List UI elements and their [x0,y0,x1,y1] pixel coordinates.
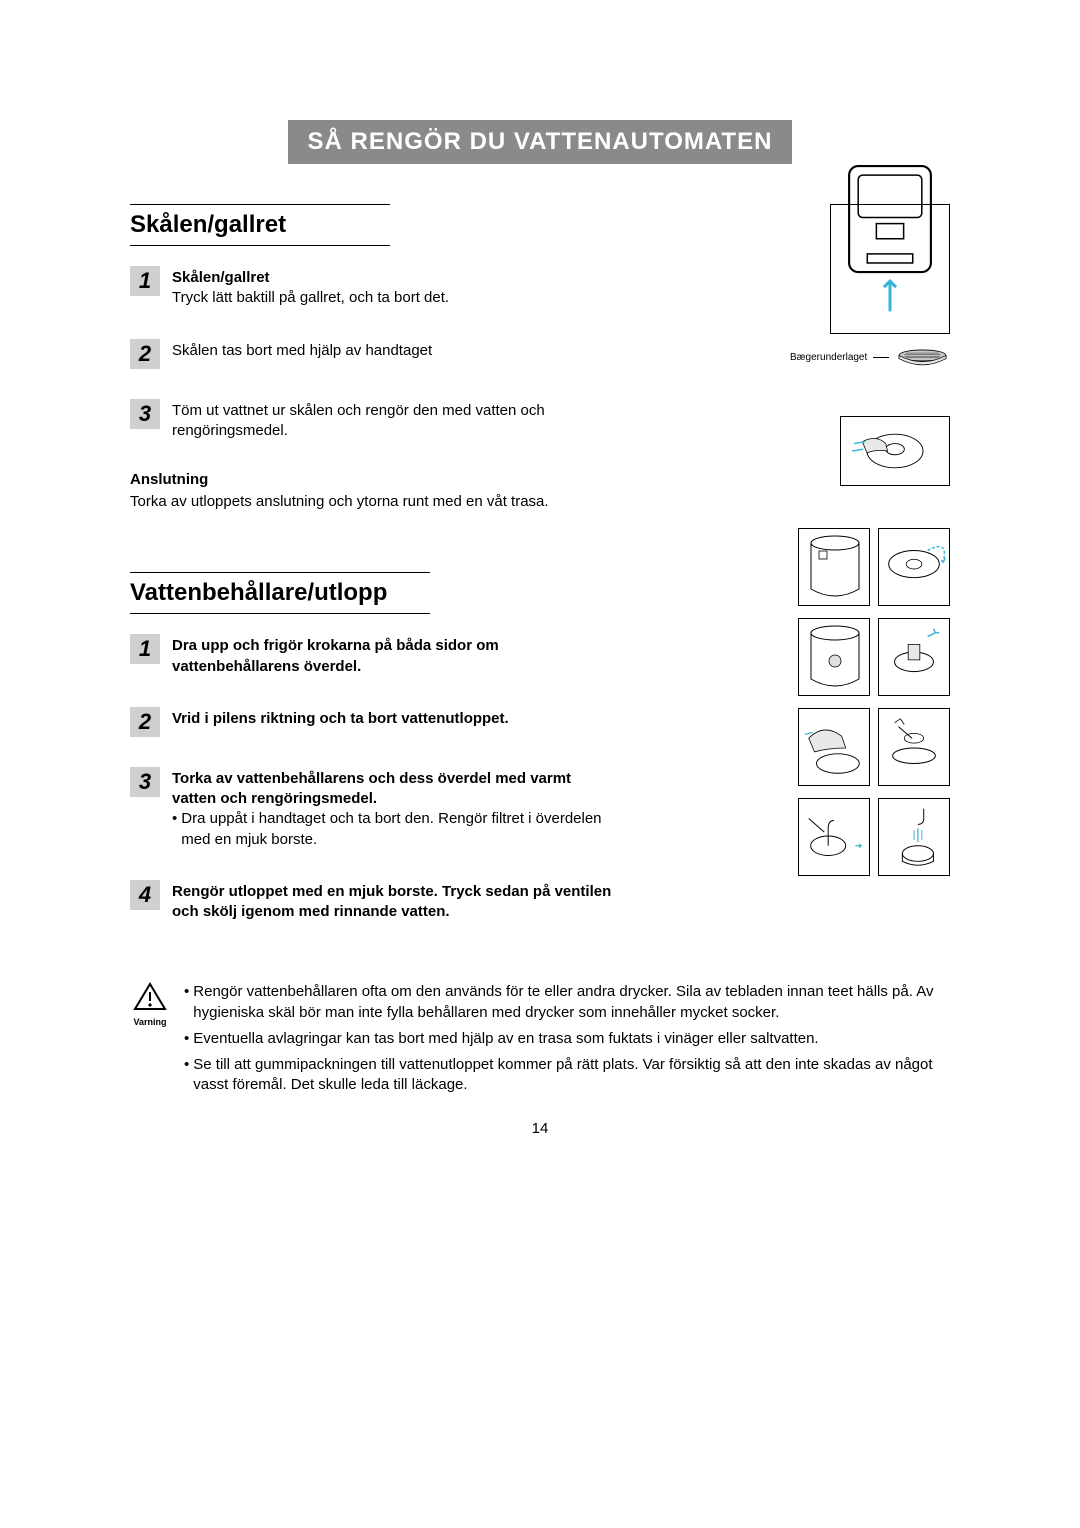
illustration-outlet-top [878,618,950,696]
step-bold: Torka av vattenbehållarens och dess över… [172,769,612,810]
step-text: Skålen tas bort med hjälp av handtaget [172,339,432,361]
step-number: 4 [130,880,160,910]
warning-label: Varning [130,1017,170,1027]
step-text: Skålen/gallret Tryck lätt baktill på gal… [172,266,449,309]
step-number: 2 [130,339,160,369]
illustration-container-side2 [798,618,870,696]
warning-item: Eventuella avlagringar kan tas bort med … [193,1029,818,1049]
warning-list: •Rengör vattenbehållaren ofta om den anv… [184,982,950,1101]
illustration-container-side [798,528,870,606]
illustration-brush-outlet [798,798,870,876]
illustration-wipe [798,708,870,786]
tray-label: Bægerunderlaget [790,352,867,363]
step-text: Torka av vattenbehållarens och dess över… [172,767,612,850]
step-body: Tryck lätt baktill på gallret, och ta bo… [172,288,449,308]
step-text: Vrid i pilens riktning och ta bort vatte… [172,707,509,729]
section2-heading: Vattenbehållare/utlopp [130,572,430,614]
step-number: 2 [130,707,160,737]
illustration-dispenser [830,204,950,334]
step-text: Rengör utloppet med en mjuk borste. Tryc… [172,880,612,923]
step-text: Dra upp och frigör krokarna på båda sido… [172,634,612,677]
illustration-rinse [878,798,950,876]
step-text: Töm ut vattnet ur skålen och rengör den … [172,399,612,442]
tray-icon [895,346,950,368]
step-bold: Skålen/gallret [172,268,449,288]
connection-heading: Anslutning [130,471,760,488]
warning-item: Se till att gummipackningen till vattenu… [193,1055,950,1096]
illustration-connection [840,416,950,486]
step-bullet: Dra uppåt i handtaget och ta bort den. R… [181,809,612,850]
step-number: 1 [130,266,160,296]
step-number: 3 [130,767,160,797]
page-title: SÅ RENGÖR DU VATTENAUTOMATEN [288,120,793,164]
connection-text: Torka av utloppets anslutning och ytorna… [130,492,650,512]
page-number: 14 [130,1120,950,1137]
step-number: 1 [130,634,160,664]
illustration-filter [878,708,950,786]
warning-icon: Varning [130,982,170,1027]
warning-item: Rengör vattenbehållaren ofta om den anvä… [193,982,950,1023]
step-number: 3 [130,399,160,429]
section1-heading: Skålen/gallret [130,204,390,246]
illustration-lid-top [878,528,950,606]
